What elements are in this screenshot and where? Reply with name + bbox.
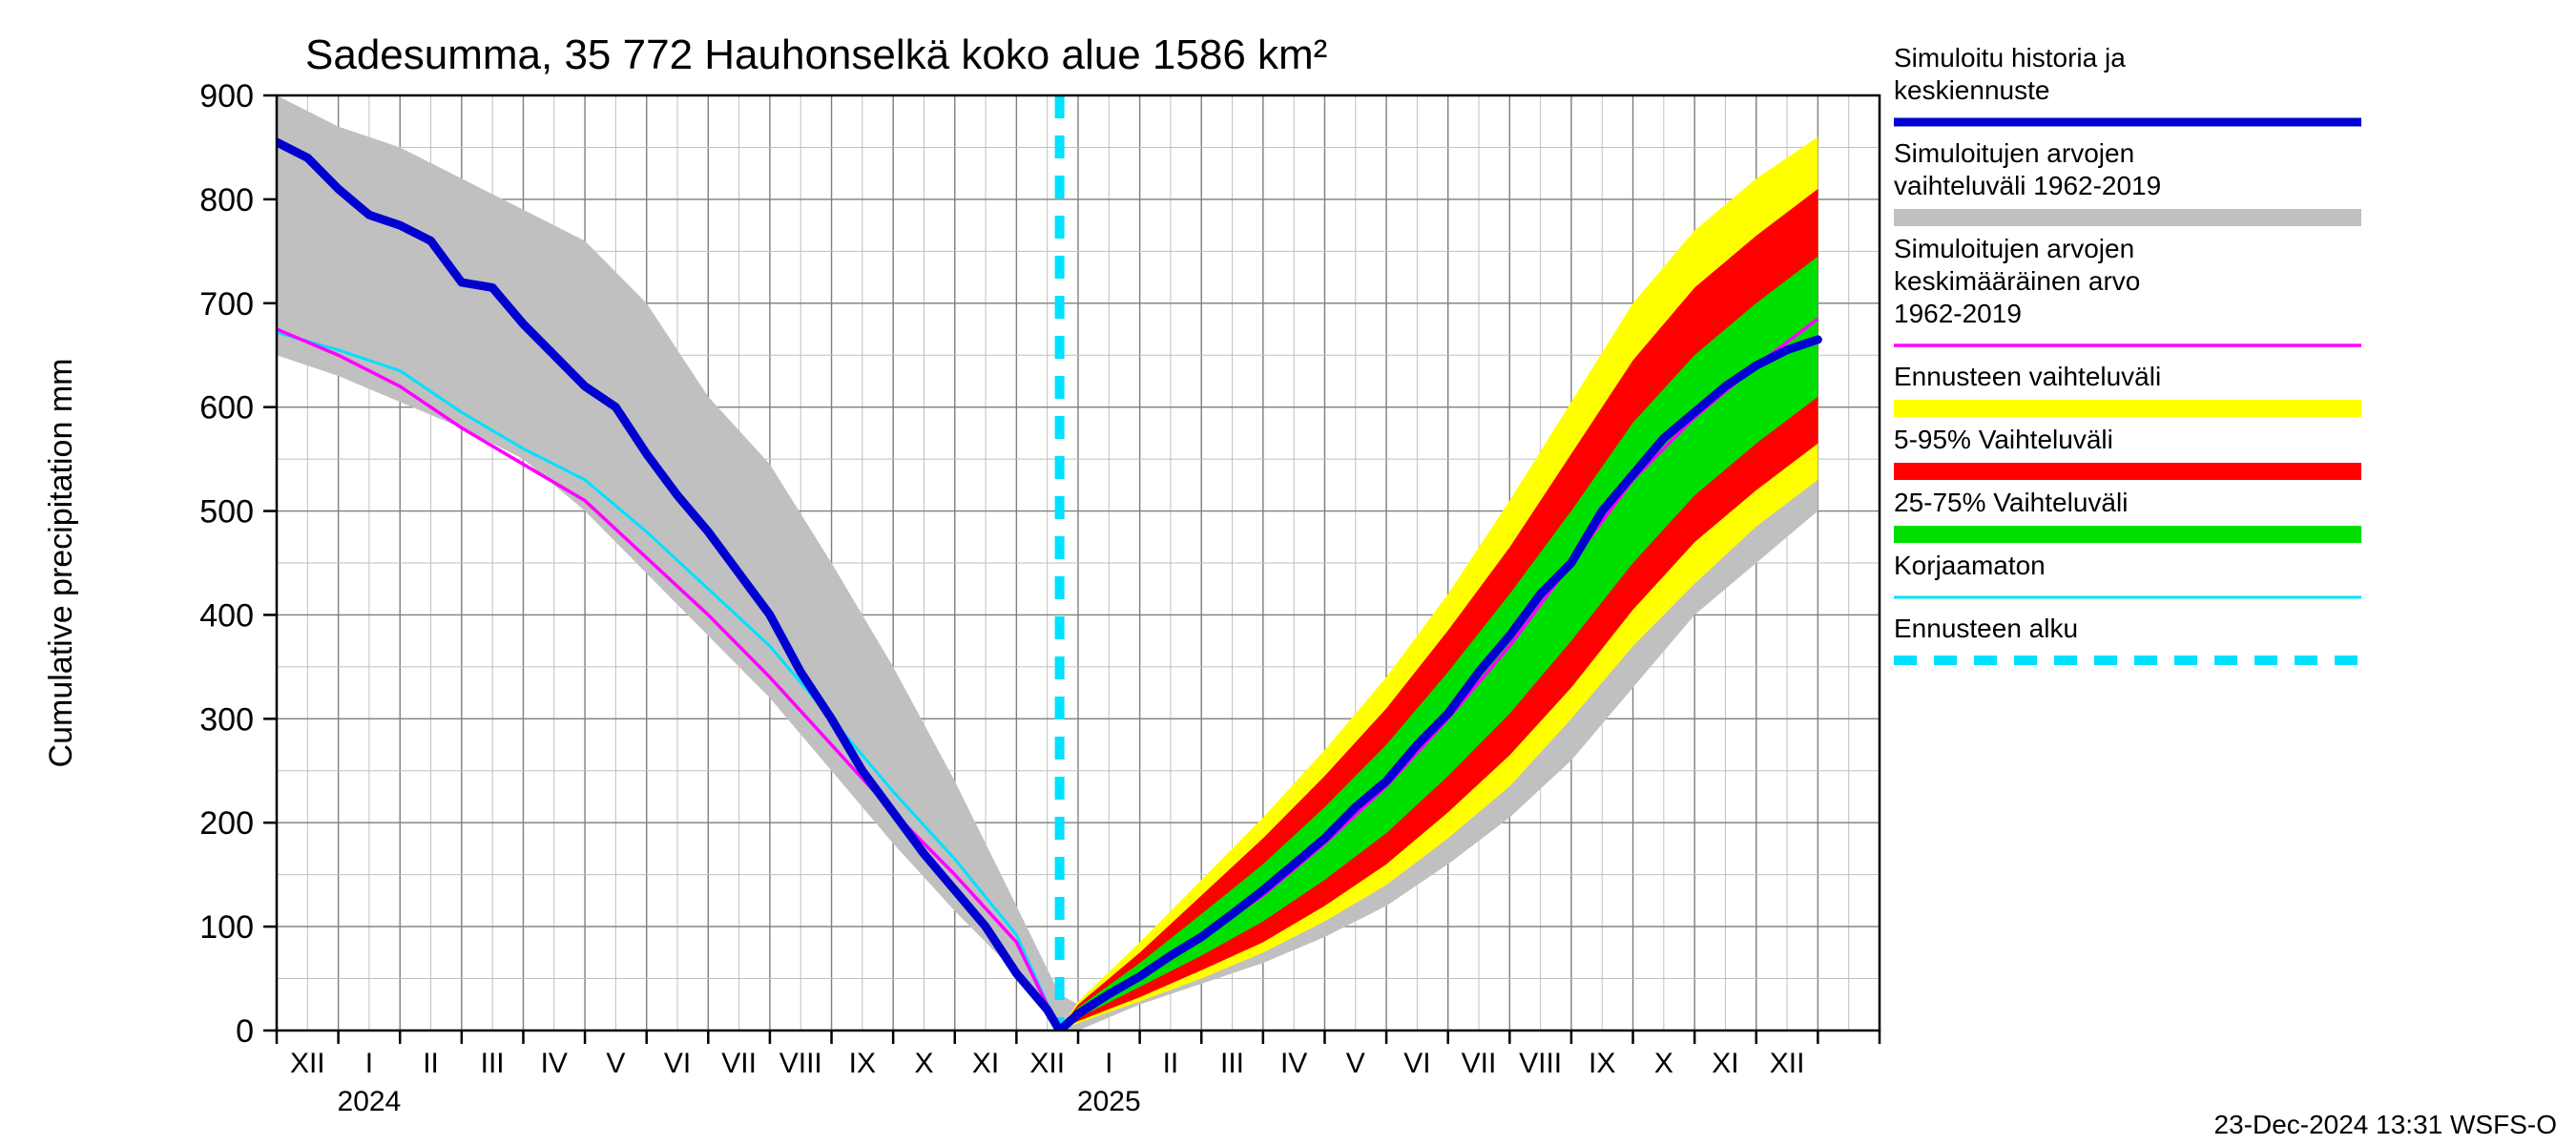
y-tick-label: 100 <box>199 909 254 946</box>
x-year-label: 2025 <box>1077 1086 1141 1117</box>
legend-label: keskimääräinen arvo <box>1894 266 2140 296</box>
x-tick-label: IX <box>849 1048 876 1079</box>
y-tick-label: 400 <box>199 597 254 634</box>
legend-label: keskiennuste <box>1894 75 2049 105</box>
x-tick-label: II <box>423 1048 439 1079</box>
y-tick-label: 700 <box>199 286 254 323</box>
chart-container: 0100200300400500600700800900XIIIIIIIIIVV… <box>0 0 2576 1145</box>
legend-label: vaihteluväli 1962-2019 <box>1894 171 2161 200</box>
chart-title: Sadesumma, 35 772 Hauhonselkä koko alue … <box>305 31 1327 78</box>
x-tick-label: II <box>1163 1048 1179 1079</box>
x-tick-label: I <box>1105 1048 1112 1079</box>
x-tick-label: III <box>481 1048 505 1079</box>
y-tick-label: 200 <box>199 805 254 842</box>
y-tick-label: 300 <box>199 701 254 738</box>
x-tick-label: IV <box>541 1048 568 1079</box>
legend-label: 25-75% Vaihteluväli <box>1894 488 2128 517</box>
legend-label: Ennusteen alku <box>1894 614 2078 643</box>
x-tick-label: XII <box>290 1048 325 1079</box>
x-tick-label: IX <box>1589 1048 1615 1079</box>
x-tick-label: IV <box>1280 1048 1307 1079</box>
x-tick-label: X <box>914 1048 933 1079</box>
x-tick-label: V <box>1346 1048 1365 1079</box>
legend-label: Simuloitujen arvojen <box>1894 138 2134 168</box>
x-year-label: 2024 <box>338 1086 402 1117</box>
y-tick-label: 0 <box>236 1013 254 1050</box>
x-tick-label: VIII <box>1519 1048 1562 1079</box>
footer-timestamp: 23-Dec-2024 13:31 WSFS-O <box>2214 1110 2558 1139</box>
x-tick-label: I <box>365 1048 373 1079</box>
y-tick-label: 900 <box>199 78 254 114</box>
legend-label: 5-95% Vaihteluväli <box>1894 425 2113 454</box>
x-tick-label: VII <box>1462 1048 1497 1079</box>
x-tick-label: VIII <box>779 1048 822 1079</box>
legend-label: Simuloitujen arvojen <box>1894 234 2134 263</box>
y-tick-label: 500 <box>199 494 254 531</box>
x-tick-label: VII <box>721 1048 757 1079</box>
x-tick-label: XII <box>1770 1048 1805 1079</box>
legend-label: Ennusteen vaihteluväli <box>1894 362 2161 391</box>
y-tick-label: 600 <box>199 390 254 427</box>
legend-label: Korjaamaton <box>1894 551 2046 580</box>
x-tick-label: XI <box>972 1048 999 1079</box>
x-tick-label: X <box>1654 1048 1673 1079</box>
legend-label: Simuloitu historia ja <box>1894 43 2126 73</box>
x-tick-label: VI <box>664 1048 691 1079</box>
x-tick-label: III <box>1220 1048 1244 1079</box>
chart-svg: 0100200300400500600700800900XIIIIIIIIIVV… <box>0 0 2576 1145</box>
x-tick-label: XI <box>1712 1048 1738 1079</box>
y-tick-label: 800 <box>199 182 254 219</box>
x-tick-label: XII <box>1029 1048 1065 1079</box>
x-tick-label: VI <box>1403 1048 1430 1079</box>
x-tick-label: V <box>606 1048 625 1079</box>
y-axis-label: Cumulative precipitation mm <box>43 359 79 768</box>
legend-label: 1962-2019 <box>1894 299 2022 328</box>
